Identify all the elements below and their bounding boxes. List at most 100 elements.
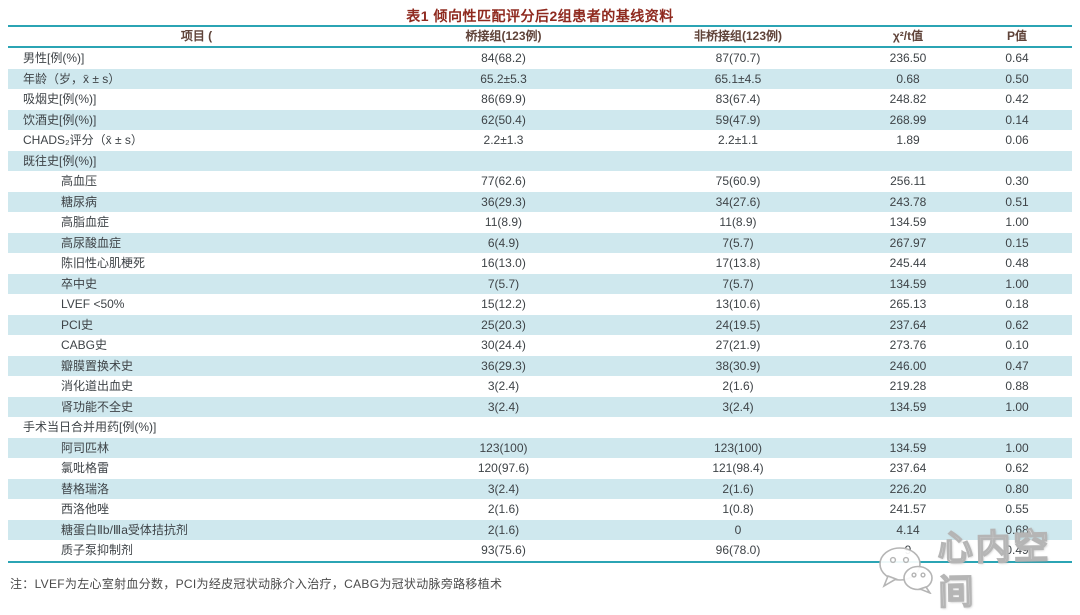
chi-t-value: 4.14 (896, 522, 920, 537)
row-label: 年龄（岁，x̄ ± s） (23, 71, 121, 86)
bridge-value (385, 151, 622, 172)
p-value: 1.00 (1005, 215, 1029, 229)
table-title: 表1 倾向性匹配评分后2组患者的基线资料 (406, 8, 674, 24)
row-label: CABG史 (61, 338, 108, 352)
col-header-p: P值 (962, 26, 1072, 48)
nonbridge-value: 7(5.7) (722, 235, 754, 250)
nonbridge-value: 83(67.4) (715, 92, 761, 106)
bridge-value: 2(1.6) (487, 502, 520, 516)
table-body: 男性[例(%)] 84(68.2) 87(70.7) 236.50 0.64 年龄（岁，x… (8, 47, 1072, 562)
nonbridge-value: 1(0.8) (722, 502, 754, 516)
bridge-value: 3(2.4) (487, 399, 520, 414)
p-value: 0.30 (1005, 174, 1029, 188)
table-row: 糖尿病 36(29.3) 34(27.6) 243.78 0.51 (8, 191, 1072, 212)
nonbridge-value: 59(47.9) (715, 112, 761, 127)
bridge-value: 120(97.6) (477, 461, 530, 475)
p-value: 0.42 (1005, 92, 1029, 106)
nonbridge-value: 34(27.6) (715, 194, 761, 209)
row-label: 瓣膜置换术史 (61, 358, 134, 373)
row-label: 男性[例(%)] (23, 51, 85, 65)
chi-t-value (854, 417, 962, 438)
bridge-value: 62(50.4) (481, 112, 526, 127)
row-label: 肾功能不全史 (61, 399, 134, 414)
chi-t-value: 246.00 (889, 358, 927, 373)
bridge-value (385, 417, 622, 438)
row-label: 质子泵抑制剂 (61, 543, 134, 557)
table-row: LVEF <50% 15(12.2) 13(10.6) 265.13 0.18 (8, 294, 1072, 315)
row-label: LVEF <50% (61, 297, 125, 311)
table-row: 消化道出血史 3(2.4) 2(1.6) 219.28 0.88 (8, 376, 1072, 397)
table-row: 饮酒史[例(%)] 62(50.4) 59(47.9) 268.99 0.14 (8, 109, 1072, 130)
nonbridge-value: 123(100) (713, 440, 763, 455)
col-header-chi-t: χ²/t值 (854, 26, 962, 48)
chi-t-value: 256.11 (890, 174, 926, 188)
row-label: 吸烟史[例(%)] (23, 92, 97, 106)
chi-t-value: 134.59 (889, 399, 927, 414)
nonbridge-value (622, 151, 854, 172)
row-label: 卒中史 (61, 276, 98, 291)
row-label: 阿司匹林 (61, 440, 110, 455)
nonbridge-value: 13(10.6) (715, 297, 761, 311)
p-value: 0.64 (1005, 51, 1029, 65)
p-value (962, 417, 1072, 438)
bridge-value: 36(29.3) (481, 358, 526, 373)
chi-t-value: 248.82 (889, 92, 927, 106)
nonbridge-value: 65.1±4.5 (714, 71, 762, 86)
chi-t-value: 245.44 (889, 256, 927, 270)
p-value: 0.15 (1005, 235, 1029, 250)
row-label: 陈旧性心肌梗死 (61, 256, 146, 270)
chi-t-value: 219.28 (889, 379, 927, 393)
nonbridge-value: 75(60.9) (715, 174, 761, 188)
p-value: 0.10 (1005, 338, 1029, 352)
row-label: 替格瑞洛 (61, 481, 110, 496)
bridge-value: 3(2.4) (487, 481, 520, 496)
col-header-bridge: 桥接组(123例) (385, 26, 622, 48)
bridge-value: 93(75.6) (481, 543, 526, 557)
nonbridge-value: 38(30.9) (715, 358, 761, 373)
nonbridge-value: 17(13.8) (715, 256, 761, 270)
footnote: 注：LVEF为左心室射血分数，PCI为经皮冠状动脉介入治疗，CABG为冠状动脉旁… (10, 576, 503, 591)
row-label: 西洛他唑 (61, 502, 110, 516)
bridge-value: 3(2.4) (487, 379, 520, 393)
nonbridge-value: 2.2±1.1 (718, 133, 758, 147)
p-value: 1.00 (1005, 276, 1029, 291)
nonbridge-value: 0 (734, 522, 742, 537)
table-row: 西洛他唑 2(1.6) 1(0.8) 241.57 0.55 (8, 499, 1072, 520)
row-label: 糖蛋白Ⅱb/Ⅲa受体拮抗剂 (61, 522, 188, 537)
nonbridge-value: 3(2.4) (722, 399, 754, 414)
bridge-value: 15(12.2) (481, 297, 526, 311)
nonbridge-value: 2(1.6) (722, 379, 754, 393)
table-row: 年龄（岁，x̄ ± s） 65.2±5.3 65.1±4.5 0.68 0.50 (8, 68, 1072, 89)
chi-t-value: 265.13 (889, 297, 927, 311)
bridge-value: 84(68.2) (481, 51, 526, 65)
table-row: 手术当日合并用药[例(%)] (8, 417, 1072, 438)
table-row: 男性[例(%)] 84(68.2) 87(70.7) 236.50 0.64 (8, 47, 1072, 69)
nonbridge-value: 27(21.9) (715, 338, 761, 352)
row-label: 高尿酸血症 (61, 235, 122, 250)
bridge-value: 65.2±5.3 (480, 71, 527, 86)
header-row: 项目 ( 桥接组(123例) 非桥接组(123例) χ²/t值 P值 (8, 26, 1072, 48)
table-row: 质子泵抑制剂 93(75.6) 96(78.0) 9 0.49 (8, 540, 1072, 562)
bridge-value: 77(62.6) (481, 174, 526, 188)
p-value: 0.48 (1005, 256, 1029, 270)
p-value: 0.68 (1005, 522, 1029, 537)
chi-t-value: 226.20 (889, 481, 927, 496)
chi-t-value: 134.59 (889, 215, 927, 229)
bridge-value: 6(4.9) (487, 235, 520, 250)
table-row: 肾功能不全史 3(2.4) 3(2.4) 134.59 1.00 (8, 396, 1072, 417)
p-value: 0.88 (1005, 379, 1029, 393)
table-row: CHADS₂评分（x̄ ± s） 2.2±1.3 2.2±1.1 1.89 0.06 (8, 130, 1072, 151)
table-row: 替格瑞洛 3(2.4) 2(1.6) 226.20 0.80 (8, 478, 1072, 499)
p-value: 0.80 (1005, 481, 1029, 496)
nonbridge-value: 121(98.4) (712, 461, 764, 475)
row-label: 高脂血症 (61, 215, 110, 229)
row-label: 饮酒史[例(%)] (23, 112, 97, 127)
table-row: 氯吡格雷 120(97.6) 121(98.4) 237.64 0.62 (8, 458, 1072, 479)
bridge-value: 2.2±1.3 (483, 133, 524, 147)
chi-t-value: 267.97 (889, 235, 927, 250)
table-row: 高脂血症 11(8.9) 11(8.9) 134.59 1.00 (8, 212, 1072, 233)
chi-t-value: 236.50 (889, 51, 927, 65)
p-value: 0.18 (1005, 297, 1029, 311)
p-value: 0.14 (1005, 112, 1029, 127)
chi-t-value: 1.89 (896, 133, 920, 147)
